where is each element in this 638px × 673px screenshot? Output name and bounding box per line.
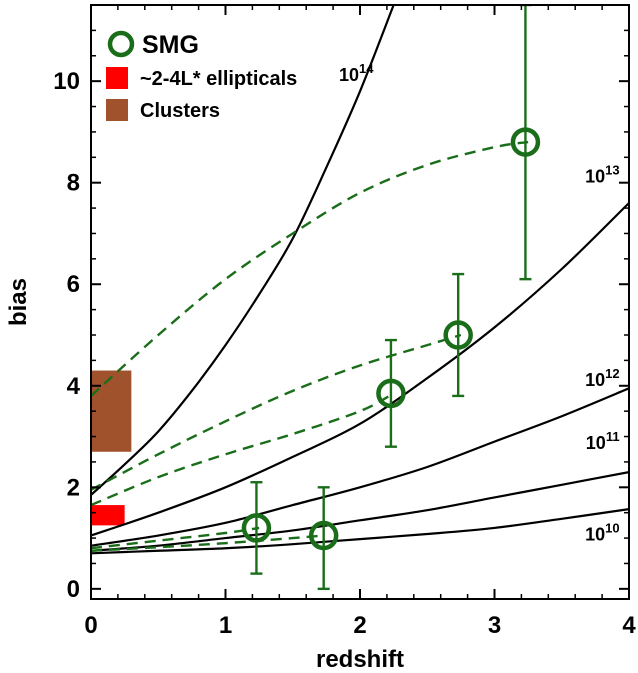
legend-label: SMG	[142, 31, 199, 59]
halo-curve-12	[91, 387, 629, 547]
smg-marker	[308, 520, 339, 551]
halo-curve-10	[91, 508, 629, 555]
legend-circle-marker	[107, 30, 135, 58]
legend-item-3: Clusters	[106, 99, 220, 122]
smg-point-3	[376, 338, 406, 448]
halo-curve-14	[91, 5, 395, 496]
evolution-track-5	[91, 534, 324, 552]
smg-point-1	[241, 481, 272, 575]
x-tick-label: 1	[219, 612, 232, 639]
legend-square-marker	[106, 99, 128, 121]
legend-item-1: SMG	[107, 30, 199, 59]
smg-marker	[241, 513, 272, 543]
y-tick-label: 0	[67, 576, 80, 603]
y-axis-label: bias	[5, 278, 32, 326]
smg-marker	[510, 127, 541, 157]
curve-label-11: 1011	[586, 429, 620, 453]
evolution-track-1	[91, 140, 529, 397]
legend: SMG ~2-4L* ellipticals Clusters	[106, 30, 297, 122]
curve-label-14: 1014	[339, 61, 374, 85]
x-tick-label: 4	[622, 612, 636, 639]
y-tick-label: 4	[67, 373, 81, 400]
smg-point-5	[510, 5, 541, 281]
x-tick-label: 3	[488, 612, 501, 639]
clusters-box	[91, 370, 132, 452]
y-tick-label: 10	[53, 68, 80, 95]
halo-curve-11	[91, 470, 629, 552]
curve-label-12: 1012	[585, 366, 620, 390]
smg-point-4	[443, 272, 473, 398]
x-tick-label: 2	[353, 612, 366, 639]
smg-marker	[443, 320, 473, 350]
y-tick-label: 2	[67, 474, 80, 501]
legend-square-marker	[106, 67, 128, 89]
x-axis-label: redshift	[316, 646, 404, 673]
ellipticals-box	[91, 505, 125, 526]
curve-label-13: 1013	[585, 163, 620, 187]
evolution-track-3	[91, 392, 395, 507]
y-tick-label: 8	[67, 170, 80, 197]
legend-label: ~2-4L* ellipticals	[140, 68, 297, 90]
legend-item-2: ~2-4L* ellipticals	[106, 67, 297, 90]
smg-point-2	[308, 486, 339, 591]
legend-label: Clusters	[140, 100, 220, 122]
x-tick-label: 0	[84, 612, 97, 639]
halo-curve-13	[91, 202, 629, 537]
y-tick-label: 6	[67, 271, 80, 298]
curve-label-10: 1010	[585, 521, 620, 545]
smg-marker	[376, 378, 406, 409]
evolution-track-2	[91, 333, 462, 491]
